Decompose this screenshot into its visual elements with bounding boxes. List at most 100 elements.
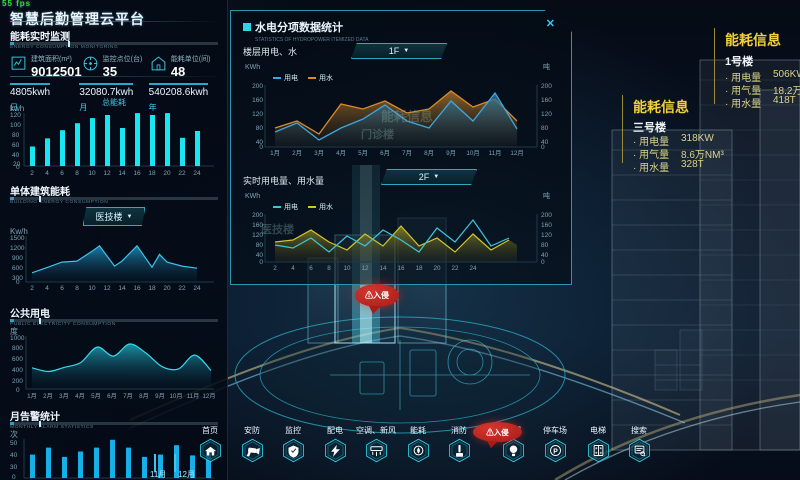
svg-text:100: 100	[10, 122, 21, 129]
svg-text:0: 0	[541, 144, 545, 151]
svg-text:用电: 用电	[284, 73, 298, 82]
svg-text:用水: 用水	[319, 202, 333, 211]
svg-text:8: 8	[75, 170, 79, 177]
svg-text:1200: 1200	[10, 245, 25, 252]
svg-text:5月: 5月	[358, 149, 368, 157]
svg-text:8月: 8月	[424, 149, 434, 157]
svg-text:18: 18	[148, 170, 156, 177]
svg-text:吨: 吨	[543, 191, 550, 200]
svg-text:0: 0	[16, 164, 20, 171]
svg-text:22: 22	[178, 170, 186, 177]
svg-text:3月: 3月	[314, 149, 324, 157]
svg-text:24: 24	[193, 285, 201, 292]
svg-text:12月: 12月	[510, 149, 523, 157]
svg-text:用水: 用水	[319, 73, 333, 82]
svg-text:6: 6	[60, 170, 64, 177]
svg-text:80: 80	[541, 242, 549, 249]
svg-text:18: 18	[415, 265, 423, 272]
svg-text:200: 200	[252, 212, 263, 219]
svg-text:0: 0	[16, 279, 20, 286]
svg-text:40: 40	[12, 152, 20, 159]
svg-text:10月: 10月	[169, 393, 182, 400]
svg-text:6月: 6月	[380, 149, 390, 157]
svg-text:0: 0	[259, 259, 263, 266]
svg-text:10月: 10月	[466, 149, 479, 157]
svg-text:80: 80	[541, 125, 549, 132]
svg-text:20: 20	[163, 170, 171, 177]
svg-text:80: 80	[12, 132, 20, 139]
svg-text:200: 200	[252, 83, 263, 90]
svg-text:10: 10	[88, 285, 96, 292]
svg-text:12: 12	[103, 170, 111, 177]
svg-text:吨: 吨	[543, 62, 550, 71]
svg-text:160: 160	[541, 97, 552, 104]
svg-text:80: 80	[256, 125, 264, 132]
svg-text:160: 160	[541, 222, 552, 229]
svg-text:120: 120	[541, 111, 552, 118]
svg-text:18: 18	[148, 285, 156, 292]
svg-text:4: 4	[291, 265, 295, 272]
svg-text:200: 200	[541, 83, 552, 90]
svg-text:400: 400	[12, 367, 23, 374]
svg-text:0: 0	[541, 259, 545, 266]
svg-text:5月: 5月	[91, 393, 101, 400]
svg-text:8: 8	[75, 285, 79, 292]
svg-text:2: 2	[30, 285, 34, 292]
svg-text:60: 60	[12, 142, 20, 149]
svg-text:200: 200	[541, 212, 552, 219]
svg-text:KWh: KWh	[245, 64, 260, 71]
svg-text:16: 16	[133, 170, 141, 177]
svg-text:16: 16	[133, 285, 141, 292]
svg-text:16: 16	[397, 265, 405, 272]
svg-text:40: 40	[541, 252, 549, 259]
svg-text:6: 6	[309, 265, 313, 272]
svg-text:1500: 1500	[10, 235, 25, 242]
svg-text:120: 120	[252, 111, 263, 118]
svg-text:1月: 1月	[27, 393, 37, 400]
svg-text:6: 6	[60, 285, 64, 292]
svg-text:800: 800	[12, 345, 23, 352]
svg-text:12: 12	[361, 265, 369, 272]
svg-text:2: 2	[30, 170, 34, 177]
svg-text:24: 24	[469, 265, 477, 272]
svg-text:P: P	[553, 449, 558, 456]
svg-text:120: 120	[10, 112, 21, 119]
svg-text:600: 600	[12, 356, 23, 363]
svg-text:12: 12	[103, 285, 111, 292]
svg-text:900: 900	[12, 255, 23, 262]
svg-text:9月: 9月	[155, 393, 165, 400]
svg-text:4月: 4月	[336, 149, 346, 157]
svg-text:6月: 6月	[107, 393, 117, 400]
svg-text:9月: 9月	[446, 149, 456, 157]
svg-text:80: 80	[256, 242, 264, 249]
svg-text:22: 22	[178, 285, 186, 292]
svg-text:160: 160	[252, 97, 263, 104]
svg-text:10: 10	[88, 170, 96, 177]
svg-text:10: 10	[343, 265, 351, 272]
svg-text:200: 200	[12, 378, 23, 385]
svg-text:4月: 4月	[75, 393, 85, 400]
svg-text:14: 14	[379, 265, 387, 272]
svg-text:4: 4	[45, 170, 49, 177]
svg-text:用电: 用电	[284, 202, 298, 211]
svg-text:20: 20	[433, 265, 441, 272]
svg-text:1000: 1000	[10, 335, 25, 342]
svg-text:7月: 7月	[402, 149, 412, 157]
svg-text:120: 120	[541, 232, 552, 239]
svg-text:KWh: KWh	[245, 193, 260, 200]
svg-text:3月: 3月	[59, 393, 69, 400]
svg-text:600: 600	[12, 265, 23, 272]
svg-text:14: 14	[118, 170, 126, 177]
svg-text:2月: 2月	[292, 149, 302, 157]
svg-text:0: 0	[259, 144, 263, 151]
svg-text:2: 2	[273, 265, 277, 272]
svg-text:4: 4	[45, 285, 49, 292]
svg-text:8月: 8月	[139, 393, 149, 400]
svg-text:0: 0	[16, 387, 20, 394]
svg-text:11月: 11月	[187, 393, 200, 400]
svg-text:1月: 1月	[270, 149, 280, 157]
svg-text:2月: 2月	[43, 393, 53, 400]
svg-text:24: 24	[193, 170, 201, 177]
svg-text:11月: 11月	[489, 149, 502, 157]
svg-text:22: 22	[451, 265, 459, 272]
